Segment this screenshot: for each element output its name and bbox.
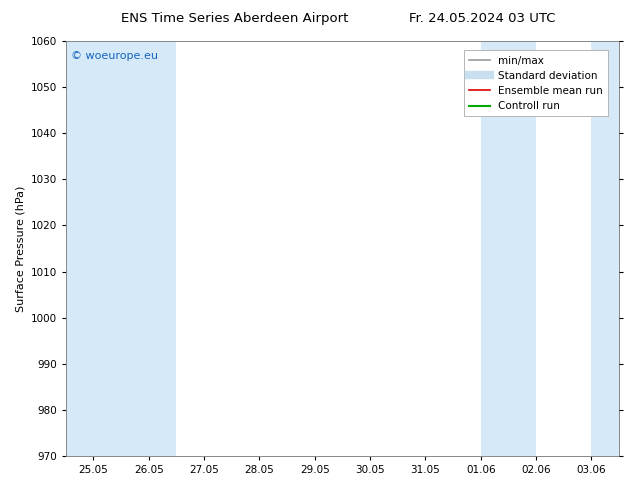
Text: © woeurope.eu: © woeurope.eu xyxy=(72,51,158,61)
Text: Fr. 24.05.2024 03 UTC: Fr. 24.05.2024 03 UTC xyxy=(408,12,555,25)
Legend: min/max, Standard deviation, Ensemble mean run, Controll run: min/max, Standard deviation, Ensemble me… xyxy=(464,50,608,117)
Bar xyxy=(66,41,176,456)
Text: ENS Time Series Aberdeen Airport: ENS Time Series Aberdeen Airport xyxy=(121,12,348,25)
Bar xyxy=(592,41,619,456)
Y-axis label: Surface Pressure (hPa): Surface Pressure (hPa) xyxy=(15,185,25,312)
Bar xyxy=(481,41,536,456)
